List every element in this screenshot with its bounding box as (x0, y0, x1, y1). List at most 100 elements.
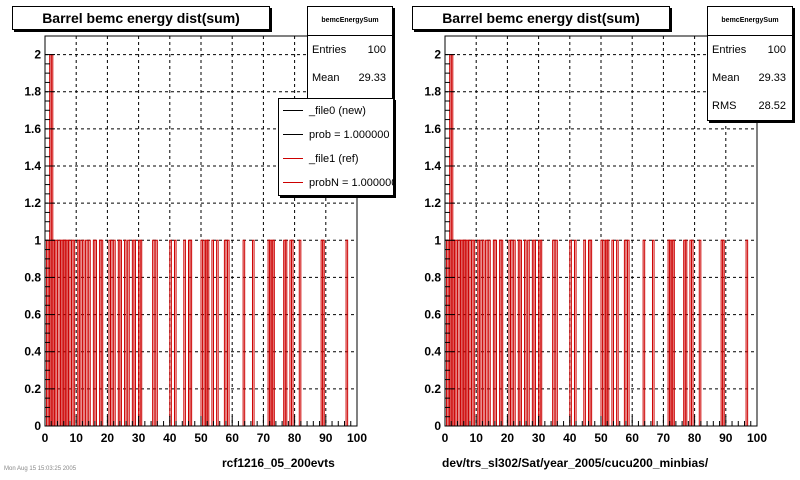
right-stats-name: bemcEnergySum (708, 7, 792, 36)
left-bar-0-38 (169, 239, 172, 426)
right-xtick-label-3: 30 (532, 431, 546, 445)
right-bar-0-18 (481, 239, 485, 426)
timestamp: Mon Aug 15 15:03:25 2005 (4, 466, 77, 472)
right-bar-0-51 (642, 239, 646, 426)
left-bar-0-43 (200, 239, 204, 426)
right-bar-0-36 (552, 239, 555, 426)
left-bar-0-27 (113, 239, 116, 426)
left-stats-name: bemcEnergySum (308, 7, 392, 36)
right-histogram: 0 10 20 30 40 50 60 70 80 90 100 0 0.2 0.4 0.6 0.8 1 1.2 1… (424, 35, 767, 445)
right-bar-0-27 (513, 239, 516, 426)
left-bar-0-39 (173, 239, 177, 426)
right-bar-0-63 (722, 239, 725, 426)
right-ytick-label-7: 1.4 (424, 159, 441, 173)
legend-entry-probn: probN = 1.000000 (279, 171, 393, 195)
left-stats-mean-row: Mean 29.33 (308, 64, 392, 92)
right-bar-0-24 (500, 239, 504, 426)
right-bar-0-47 (611, 239, 614, 426)
right-bar-0-19 (485, 239, 488, 426)
right-xtick-label-10: 100 (747, 431, 767, 445)
left-bar-0-47 (211, 239, 214, 426)
left-xtick-label-1: 10 (70, 431, 84, 445)
left-bar-0-36 (152, 239, 155, 426)
left-xtick-label-3: 30 (132, 431, 146, 445)
left-xtick-label-8: 80 (288, 431, 302, 445)
left-bar-0-61 (298, 239, 302, 426)
right-bar-0-40 (583, 239, 586, 426)
right-ytick-label-10: 2 (434, 48, 441, 62)
right-xtick-label-8: 80 (688, 431, 702, 445)
right-mean-value: 29.33 (758, 72, 786, 84)
right-bar-0-20 (488, 239, 491, 426)
right-bar-0-37 (555, 239, 558, 426)
right-ytick-label-0: 0 (434, 419, 441, 433)
left-legend: _file0 (new) prob = 1.000000 _file1 (ref… (278, 98, 394, 196)
right-mean-label: Mean (712, 72, 740, 84)
left-ytick-label-1: 0.2 (24, 382, 41, 396)
right-bar-0-15 (472, 239, 476, 426)
right-bar-0-13 (467, 239, 471, 426)
right-title: Barrel bemc energy dist(sum) (412, 6, 670, 30)
left-bar-0-30 (124, 239, 127, 426)
left-mean-label: Mean (312, 72, 340, 84)
left-bar-0-51 (242, 239, 246, 426)
left-bar-0-13 (67, 239, 71, 426)
right-stats-box: bemcEnergySum Entries 100 Mean 29.33 RMS… (707, 6, 793, 121)
left-bar-0-42 (189, 239, 193, 426)
left-xtick-label-2: 20 (101, 431, 115, 445)
left-ytick-label-4: 0.8 (24, 270, 41, 284)
left-panel: 0 10 20 30 40 50 60 70 80 90 100 0 0.2 0.4 0.6 0.8 1 1.2 1… (12, 6, 394, 470)
left-bar-0-29 (119, 239, 122, 426)
right-bar-0-43 (600, 239, 604, 426)
legend-label-prob: prob = 1.000000 (309, 129, 390, 141)
right-ytick-label-6: 1.2 (424, 196, 441, 210)
legend-line-file0 (283, 110, 303, 111)
left-bar-0-18 (81, 239, 85, 426)
left-bar-0-63 (322, 239, 325, 426)
right-xtick-label-4: 40 (563, 431, 577, 445)
right-stats-rms-row: RMS 28.52 (708, 92, 792, 120)
legend-entry-file1: _file1 (ref) (279, 147, 393, 171)
right-xtick-label-5: 50 (594, 431, 608, 445)
right-bar-0-52 (651, 239, 655, 426)
right-bar-0-58 (684, 239, 688, 426)
left-entries-value: 100 (367, 44, 386, 56)
right-rms-label: RMS (712, 100, 737, 112)
left-bar-0-19 (85, 239, 88, 426)
legend-entry-prob: prob = 1.000000 (279, 123, 393, 147)
right-bar-0-49 (623, 239, 627, 426)
right-ytick-label-5: 1 (434, 233, 441, 247)
left-bar-0-17 (78, 239, 82, 426)
right-ytick-label-8: 1.6 (424, 122, 441, 136)
right-xtick-label-0: 0 (442, 431, 449, 445)
right-bar-0-48 (616, 239, 619, 426)
left-ytick-label-6: 1.2 (24, 196, 41, 210)
left-ytick-label-0: 0 (34, 419, 41, 433)
left-xtick-label-10: 100 (347, 431, 367, 445)
right-ytick-label-4: 0.8 (424, 270, 441, 284)
right-bar-0-30 (524, 239, 527, 426)
right-bar-0-38 (569, 239, 572, 426)
right-bar-0-46 (606, 239, 610, 426)
left-entries-label: Entries (312, 44, 347, 56)
left-bar-0-56 (272, 239, 275, 426)
right-bar-0-35 (539, 239, 543, 426)
left-ytick-label-2: 0.4 (24, 345, 41, 359)
right-stats-mean-row: Mean 29.33 (708, 64, 792, 92)
left-bar-0-24 (100, 239, 104, 426)
legend-line-file1 (283, 158, 303, 159)
right-bar-0-64 (745, 239, 749, 426)
left-bar-0-37 (155, 239, 158, 426)
left-bar-0-46 (206, 239, 210, 426)
left-bar-0-6 (55, 239, 58, 426)
right-panel: 0 10 20 30 40 50 60 70 80 90 100 0 0.2 0.4 0.6 0.8 1 1.2 1… (400, 0, 800, 480)
legend-label-file0: _file0 (new) (309, 105, 366, 117)
left-bar-0-49 (223, 239, 227, 426)
left-bar-0-60 (290, 239, 294, 426)
left-ytick-label-3: 0.6 (24, 308, 41, 322)
right-bar-0-17 (478, 239, 482, 426)
right-xtick-label-7: 70 (657, 431, 671, 445)
legend-entry-file0: _file0 (new) (279, 99, 393, 123)
right-ytick-label-1: 0.2 (424, 382, 441, 396)
right-bar-0-26 (510, 239, 513, 426)
